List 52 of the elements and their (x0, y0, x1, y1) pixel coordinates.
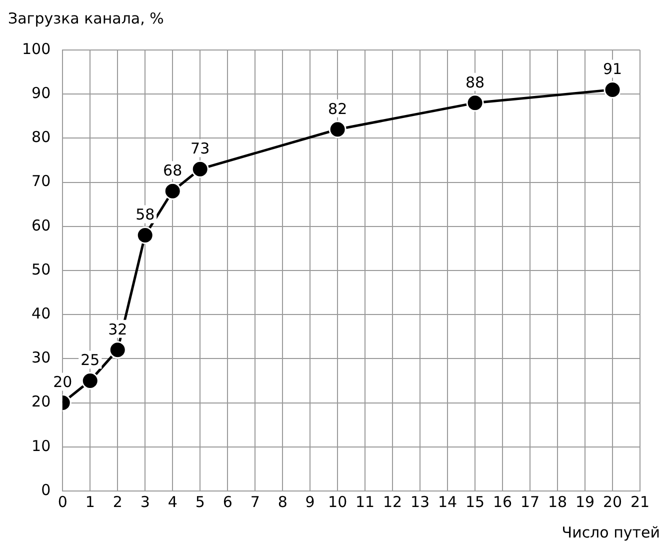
point (108, 341, 126, 359)
y-tick-label: 90 (32, 84, 51, 102)
point (164, 182, 182, 200)
point (136, 226, 154, 244)
x-tick-label: 1 (85, 492, 95, 511)
y-tick-label: 10 (32, 436, 51, 455)
point (604, 80, 622, 98)
point (466, 94, 484, 112)
y-tick-label: 0 (41, 480, 51, 499)
x-tick-label: 11 (356, 492, 375, 511)
x-tick-label: 9 (305, 492, 315, 511)
x-tick-label: 17 (520, 492, 540, 511)
x-tick-label: 20 (602, 492, 622, 511)
x-tick-label: 15 (465, 492, 485, 511)
x-tick-label: 6 (222, 492, 232, 511)
x-tick-label: 19 (575, 492, 595, 511)
data-label: 20 (53, 373, 72, 392)
point (81, 372, 99, 390)
x-tick-label: 13 (410, 492, 430, 511)
x-tick-label: 21 (630, 492, 650, 511)
data-label: 73 (190, 139, 210, 158)
y-tick-label: 20 (32, 392, 51, 411)
x-tick-label: 3 (140, 492, 150, 511)
x-tick-label: 16 (492, 492, 512, 511)
y-tick-label: 70 (32, 172, 51, 190)
x-tick-label: 12 (383, 492, 402, 511)
point (328, 120, 346, 138)
x-tick-label: 4 (168, 492, 178, 511)
x-tick-label: 14 (438, 492, 458, 511)
x-tick-label: 2 (112, 492, 122, 511)
y-tick-label: 80 (32, 128, 51, 146)
x-tick-label: 8 (278, 492, 288, 511)
x-axis-title: Число путей (562, 523, 660, 542)
y-tick-label: 60 (32, 216, 51, 234)
data-label: 68 (163, 162, 182, 180)
data-label: 32 (108, 320, 128, 338)
data-label: 88 (465, 73, 485, 92)
x-tick-label: 5 (195, 492, 205, 511)
y-tick-label: 50 (32, 260, 51, 278)
x-tick-label: 18 (548, 492, 568, 511)
data-label: 58 (136, 206, 155, 224)
data-label: 82 (328, 100, 348, 118)
y-tick-label: 30 (32, 348, 51, 367)
x-tick-label: 7 (250, 492, 260, 511)
point (191, 160, 209, 178)
y-tick-label: 40 (32, 304, 51, 322)
data-label: 91 (602, 60, 622, 78)
y-axis-title: Загрузка канала, % (8, 9, 164, 28)
x-tick-label: 0 (58, 492, 68, 511)
y-tick-label: 100 (22, 40, 51, 58)
x-tick-label: 10 (328, 492, 348, 511)
data-label: 25 (80, 351, 100, 370)
